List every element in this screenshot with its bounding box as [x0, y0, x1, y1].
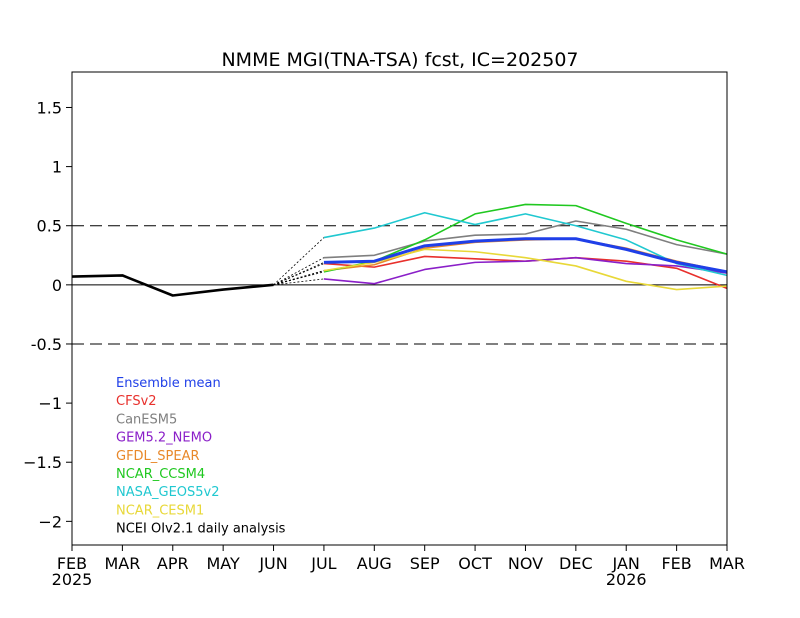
x-tick-label: MAR: [709, 554, 745, 573]
series-line-nasa-geos5v2: [323, 211, 728, 277]
x-year-label: 2025: [52, 570, 93, 589]
series-line-ensemble-mean: [323, 237, 728, 274]
x-tick-label: JUL: [310, 554, 336, 573]
x-tick-label: JAN: [612, 554, 640, 573]
series-line-canesm5: [323, 220, 728, 259]
legend-entry: NCAR_CCSM4: [116, 467, 205, 482]
forecast-connector-line: [273, 270, 325, 286]
x-tick-label: FEB: [661, 554, 691, 573]
series-line-ncar-cesm1: [323, 248, 728, 291]
forecast-connector-line: [273, 257, 325, 286]
y-tick-label: −1.5: [23, 453, 62, 472]
legend-entry: GEM5.2_NEMO: [116, 431, 212, 446]
legend-entry: NCEI OIv2.1 daily analysis: [116, 522, 286, 537]
x-tick-label: OCT: [458, 554, 492, 573]
series-line-gem5-2-nemo: [323, 256, 728, 285]
x-tick-label: JUN: [258, 554, 287, 573]
x-tick-label: SEP: [410, 554, 440, 573]
legend-entry: GFDL_SPEAR: [116, 449, 200, 464]
legend-entry: Ensemble mean: [116, 376, 221, 391]
x-tick-label: MAY: [207, 554, 241, 573]
x-tick-label: FEB: [57, 554, 87, 573]
y-tick-label: −1: [38, 394, 62, 413]
legend: Ensemble mean CFSv2 CanESM5 GEM5.2_NEMO GFDL…: [116, 376, 286, 537]
observed-line: [71, 274, 274, 297]
y-tick-label: 1: [52, 158, 62, 177]
y-tick-label: 1.5: [37, 98, 62, 117]
forecast-connector-line: [273, 237, 325, 286]
plot-frame: [71, 71, 728, 546]
y-tick-label: 0.5: [37, 217, 62, 236]
x-year-label: 2026: [606, 570, 647, 589]
plot-area: [71, 203, 728, 345]
legend-entry: CanESM5: [116, 412, 177, 427]
x-tick-label: NOV: [508, 554, 543, 573]
y-tick-label: −2: [38, 512, 62, 531]
forecast-connector-line: [273, 271, 325, 286]
x-tick-label: DEC: [559, 554, 593, 573]
x-tick-label: AUG: [357, 554, 392, 573]
legend-entry: CFSv2: [116, 394, 157, 409]
legend-entry: NCAR_CESM1: [116, 503, 204, 518]
forecast-connector-line: [273, 263, 325, 286]
y-tick-label: -0.5: [31, 335, 62, 354]
forecast-connector-line: [273, 278, 324, 286]
series-line-ncar-ccsm4: [323, 203, 728, 273]
chart-title: NMME MGI(TNA-TSA) fcst, IC=202507: [221, 49, 578, 71]
x-tick-label: MAR: [104, 554, 140, 573]
y-tick-label: 0: [52, 276, 62, 295]
axes: 1.5 1 0.5 0 -0.5 −1 −1.5 −2 FEB MAR APR MAY JUN JUL AU…: [23, 71, 745, 589]
legend-entry: NASA_GEOS5v2: [116, 485, 220, 500]
x-tick-label: APR: [157, 554, 189, 573]
